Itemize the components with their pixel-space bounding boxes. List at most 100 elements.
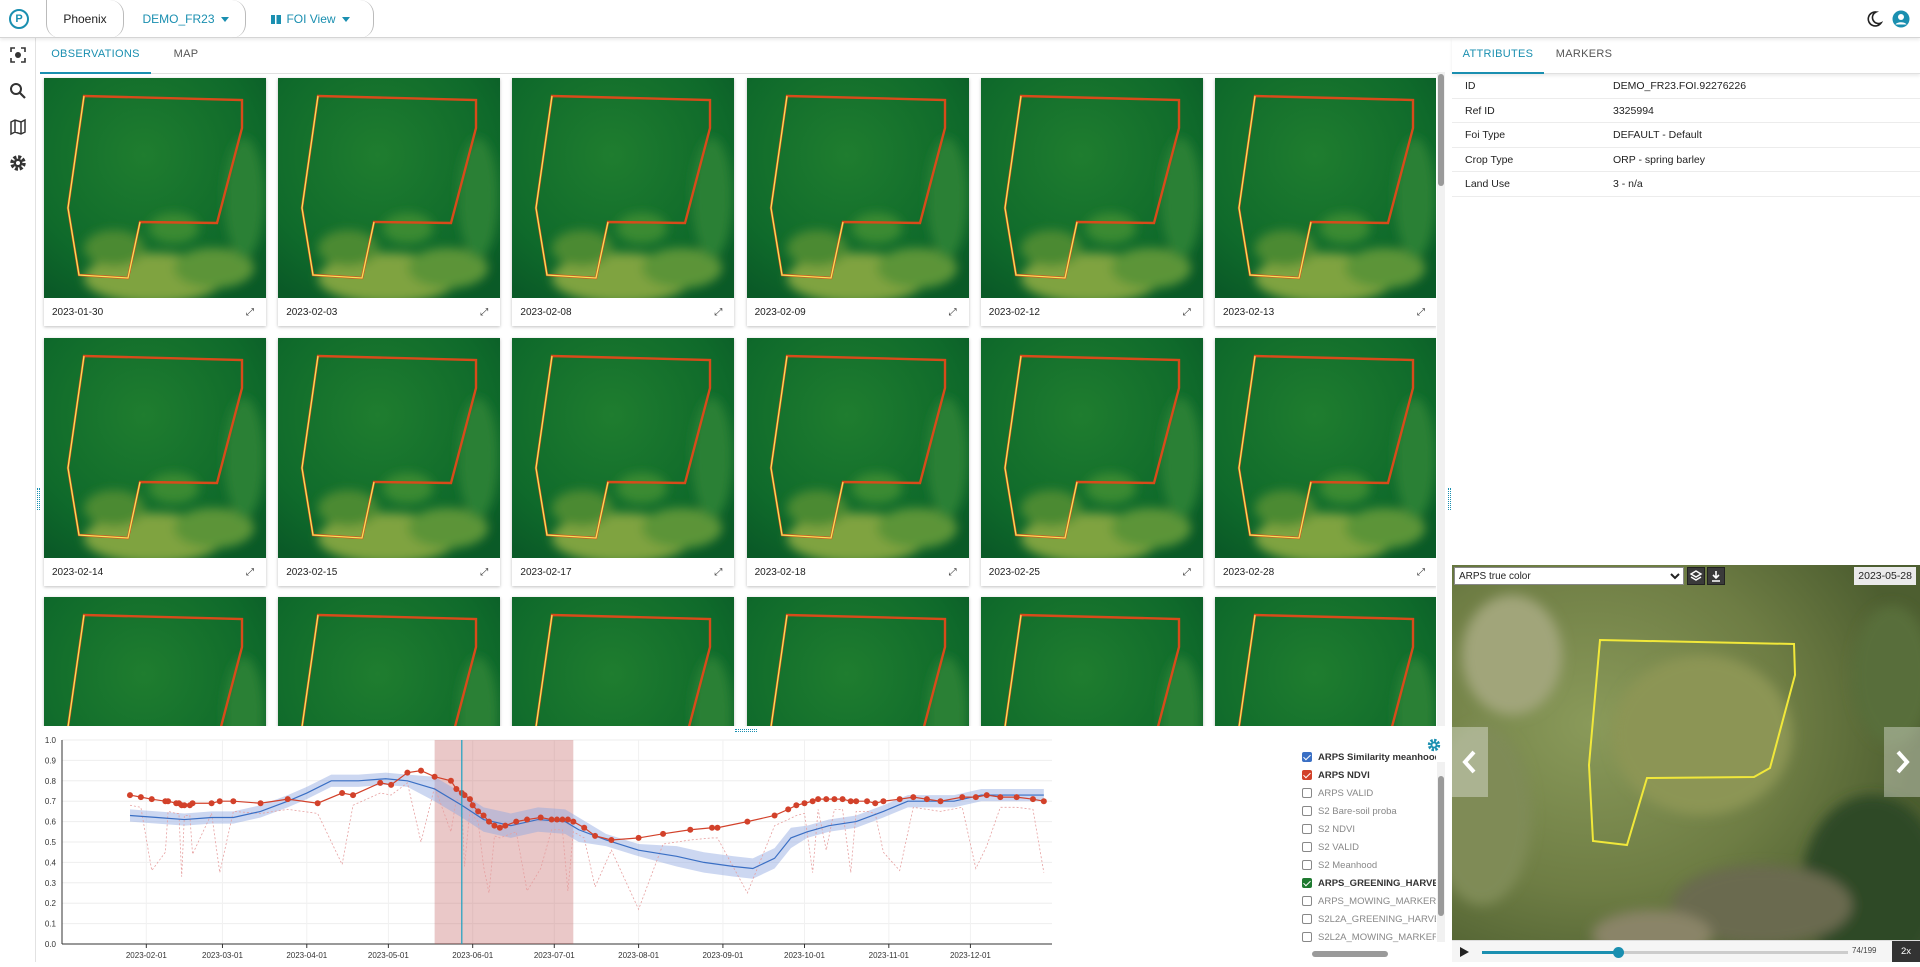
ndvi-point[interactable] <box>959 794 966 801</box>
left-splitter-handle[interactable] <box>37 488 40 510</box>
ndvi-point[interactable] <box>554 816 560 823</box>
layers-button[interactable] <box>1687 567 1705 585</box>
observation-card[interactable]: 2023-02-08 ⤢ <box>512 78 735 326</box>
observation-card[interactable]: 2023-02-14 ⤢ <box>44 337 266 586</box>
ndvi-point[interactable] <box>350 792 357 799</box>
ndvi-point[interactable] <box>809 798 816 805</box>
ndvi-point[interactable] <box>189 800 196 807</box>
observation-card[interactable]: 2023-02-17 ⤢ <box>512 337 735 586</box>
ndvi-point[interactable] <box>148 796 155 803</box>
ndvi-point[interactable] <box>377 779 384 786</box>
legend-checkbox[interactable] <box>1302 896 1312 906</box>
ndvi-point[interactable] <box>126 792 133 799</box>
ndvi-point[interactable] <box>181 802 188 809</box>
next-image-button[interactable] <box>1884 727 1920 797</box>
ndvi-point[interactable] <box>823 796 830 803</box>
expand-icon[interactable]: ⤢ <box>480 566 489 578</box>
legend-item[interactable]: S2 Meanhood <box>1302 856 1377 874</box>
expand-icon[interactable]: ⤢ <box>948 566 957 578</box>
ndvi-point[interactable] <box>793 802 800 809</box>
right-splitter-handle[interactable] <box>1448 488 1451 510</box>
ndvi-point[interactable] <box>1029 796 1036 803</box>
ndvi-point[interactable] <box>524 816 531 823</box>
ndvi-point[interactable] <box>502 822 509 829</box>
ndvi-point[interactable] <box>910 794 917 801</box>
ndvi-point[interactable] <box>831 796 838 803</box>
observation-card[interactable]: 2023-02-09 ⤢ <box>746 78 969 326</box>
observation-card[interactable]: ⤢ <box>746 597 969 726</box>
ndvi-point[interactable] <box>744 818 751 825</box>
ndvi-point[interactable] <box>771 812 778 819</box>
ndvi-point[interactable] <box>714 824 721 831</box>
ndvi-point[interactable] <box>216 798 223 805</box>
ndvi-point[interactable] <box>461 792 468 799</box>
ndvi-point[interactable] <box>709 824 716 831</box>
ndvi-point[interactable] <box>972 794 979 801</box>
ndvi-point[interactable] <box>475 808 482 815</box>
layer-select[interactable]: ARPS true color <box>1454 567 1684 585</box>
ndvi-point[interactable] <box>570 818 577 825</box>
ndvi-point[interactable] <box>660 830 667 837</box>
satellite-image[interactable] <box>1452 565 1920 962</box>
ndvi-point[interactable] <box>1013 794 1020 801</box>
legend-checkbox[interactable] <box>1302 842 1312 852</box>
expand-icon[interactable]: ⤢ <box>714 566 723 578</box>
search-icon[interactable] <box>8 81 28 101</box>
legend-item[interactable]: ARPS_GREENING_HARVEST <box>1302 874 1436 892</box>
ndvi-point[interactable] <box>314 800 321 807</box>
ndvi-point[interactable] <box>608 836 615 843</box>
scrollbar-thumb[interactable] <box>1438 74 1444 186</box>
legend-item[interactable]: ARPS Similarity meanhood <box>1302 752 1436 766</box>
timeline-knob[interactable] <box>1613 947 1625 958</box>
ndvi-point[interactable] <box>564 816 571 823</box>
tab-observations[interactable]: OBSERVATIONS <box>40 38 151 74</box>
ndvi-point[interactable] <box>230 798 237 805</box>
legend-checkbox[interactable] <box>1302 788 1312 798</box>
ndvi-point[interactable] <box>815 796 822 803</box>
observation-card[interactable]: ⤢ <box>278 597 501 726</box>
ndvi-point[interactable] <box>896 796 903 803</box>
ndvi-point[interactable] <box>165 798 172 805</box>
ndvi-point[interactable] <box>801 800 808 807</box>
tab-markers[interactable]: MARKERS <box>1555 48 1613 60</box>
tab-map[interactable]: MAP <box>173 48 199 60</box>
observation-card[interactable]: 2023-02-25 ⤢ <box>980 337 1203 586</box>
legend-scrollbar[interactable] <box>1437 762 1445 942</box>
ndvi-point[interactable] <box>983 792 990 799</box>
legend-checkbox[interactable] <box>1302 752 1312 762</box>
ndvi-point[interactable] <box>486 818 493 825</box>
ndvi-point[interactable] <box>137 794 144 801</box>
ndvi-point[interactable] <box>466 796 473 803</box>
legend-checkbox[interactable] <box>1302 860 1312 870</box>
observation-card[interactable]: 2023-02-03 ⤢ <box>278 78 501 326</box>
observation-card[interactable]: 2023-02-12 ⤢ <box>980 78 1203 326</box>
breadcrumb-project[interactable]: DEMO_FR23 <box>126 0 246 38</box>
legend-item[interactable]: ARPS VALID <box>1302 784 1373 802</box>
ndvi-point[interactable] <box>208 800 215 807</box>
observation-card[interactable]: ⤢ <box>1215 597 1436 726</box>
ndvi-point[interactable] <box>839 796 846 803</box>
legend-checkbox[interactable] <box>1302 806 1312 816</box>
legend-checkbox[interactable] <box>1302 932 1312 942</box>
legend-horizontal-scrollbar[interactable] <box>1300 950 1440 958</box>
highlight-range[interactable] <box>434 740 574 944</box>
ndvi-point[interactable] <box>480 812 487 819</box>
legend-item[interactable]: S2L2A_MOWING_MARKER <box>1302 928 1436 946</box>
legend-checkbox[interactable] <box>1302 824 1312 834</box>
expand-icon[interactable]: ⤢ <box>948 307 957 318</box>
timeline-slider[interactable] <box>1482 947 1848 958</box>
map-icon[interactable] <box>8 117 28 137</box>
ndvi-point[interactable] <box>1040 798 1047 805</box>
legend-checkbox[interactable] <box>1302 914 1312 924</box>
ndvi-point[interactable] <box>997 794 1004 801</box>
ndvi-point[interactable] <box>388 781 395 788</box>
legend-item[interactable]: S2 Bare-soil proba <box>1302 802 1397 820</box>
ndvi-point[interactable] <box>469 802 476 809</box>
ndvi-point[interactable] <box>453 785 460 792</box>
ndvi-point[interactable] <box>635 834 642 841</box>
ndvi-point[interactable] <box>937 798 944 805</box>
legend-item[interactable]: ARPS NDVI <box>1302 766 1370 784</box>
tab-attributes[interactable]: ATTRIBUTES <box>1452 38 1544 74</box>
observation-card[interactable]: ⤢ <box>512 597 735 726</box>
legend-item[interactable]: S2 NDVI <box>1302 820 1355 838</box>
